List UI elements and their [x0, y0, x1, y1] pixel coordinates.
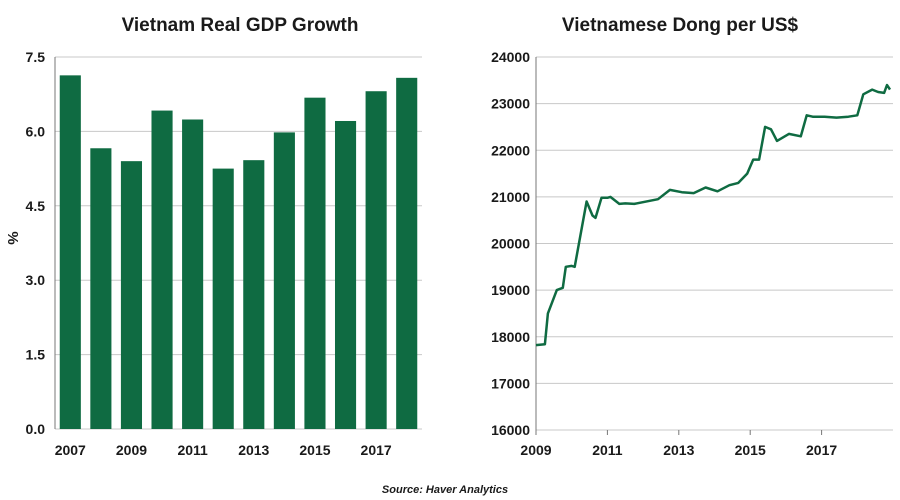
- gdp-y-tick-label: 0.0: [26, 421, 46, 437]
- gdp-x-tick-label: 2009: [116, 442, 147, 458]
- fx-x-tick-label: 2013: [663, 442, 694, 458]
- gdp-y-tick-label: 1.5: [26, 347, 46, 363]
- gdp-x-tick-label: 2013: [238, 442, 269, 458]
- fx-y-tick-label: 20000: [491, 236, 530, 252]
- gdp-bar-2008: [90, 148, 112, 429]
- fx-chart-title: Vietnamese Dong per US$: [562, 15, 799, 36]
- fx-y-tick-label: 23000: [491, 96, 530, 112]
- gdp-x-tick-label: 2015: [299, 442, 330, 458]
- gdp-y-axis-label: %: [4, 231, 21, 244]
- gdp-y-tick-label: 4.5: [26, 198, 46, 214]
- gdp-bar-2013: [243, 160, 265, 429]
- gdp-y-tick-label: 6.0: [26, 123, 46, 139]
- gdp-y-tick-label: 3.0: [26, 272, 46, 288]
- fx-x-tick-label: 2011: [592, 442, 623, 458]
- source-note: Source: Haver Analytics: [382, 484, 508, 496]
- fx-y-tick-label: 19000: [491, 282, 530, 298]
- gdp-x-tick-label: 2007: [55, 442, 86, 458]
- fx-series-line: [535, 83, 892, 347]
- gdp-bar-2011: [182, 119, 204, 429]
- fx-x-tick-label: 2009: [520, 442, 551, 458]
- fx-y-tick-label: 18000: [491, 329, 530, 345]
- gdp-bar-2015: [304, 97, 326, 429]
- fx-x-tick-label: 2015: [735, 442, 766, 458]
- fx-y-tick-label: 24000: [491, 49, 530, 65]
- dong-per-usd-chart: Vietnamese Dong per US$ 16000 17000 18000 1…: [491, 15, 893, 458]
- fx-y-tick-label: 16000: [491, 422, 530, 438]
- gdp-bar-2009: [120, 161, 143, 429]
- gdp-x-tick-label: 2017: [361, 442, 392, 458]
- gdp-bar-2007: [59, 75, 81, 430]
- gdp-chart-title: Vietnam Real GDP Growth: [122, 15, 359, 36]
- gdp-bar-2014: [273, 132, 295, 429]
- gdp-bar-2017: [365, 91, 387, 429]
- gdp-bar-2010: [151, 110, 173, 430]
- gdp-bar-2016: [334, 120, 357, 429]
- fx-y-tick-label: 22000: [491, 142, 530, 158]
- gdp-growth-chart: Vietnam Real GDP Growth % 0.0 1.5 3.0 4.5 6.…: [4, 15, 422, 458]
- fx-x-tick-label: 2017: [806, 442, 837, 458]
- gdp-bar-2012: [212, 168, 234, 429]
- gdp-y-tick-label: 7.5: [26, 49, 46, 65]
- fx-y-tick-label: 17000: [491, 375, 530, 391]
- gdp-x-tick-label: 2011: [177, 442, 208, 458]
- gdp-bar-2018: [396, 77, 418, 429]
- fx-y-tick-label: 21000: [491, 189, 530, 205]
